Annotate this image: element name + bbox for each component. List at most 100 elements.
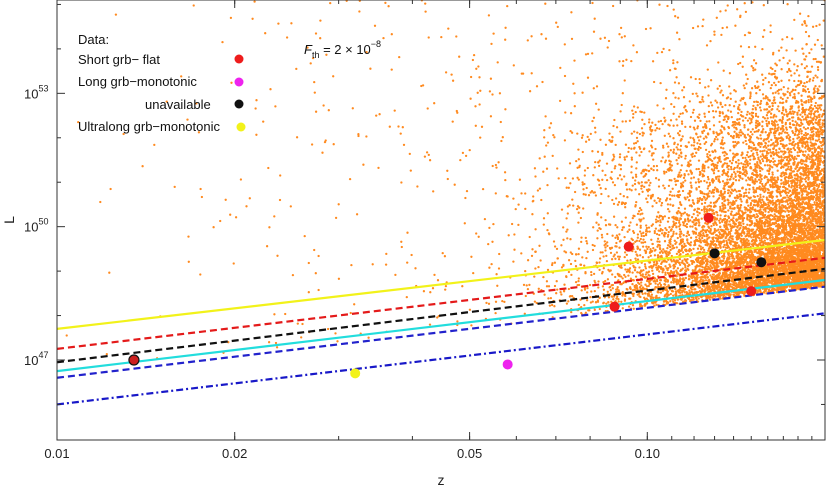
sim-point	[585, 242, 589, 245]
sim-point	[653, 288, 656, 291]
sim-point	[797, 109, 801, 112]
sim-point	[702, 195, 706, 198]
sim-point	[737, 209, 740, 213]
sim-point	[765, 114, 769, 117]
sim-point	[677, 209, 680, 213]
sim-point	[769, 155, 773, 158]
sim-point	[650, 266, 654, 269]
sim-point	[661, 251, 664, 254]
sim-point	[708, 120, 711, 123]
sim-point	[669, 203, 672, 206]
sim-point	[672, 137, 675, 140]
sim-point	[734, 172, 737, 176]
sim-point	[747, 45, 751, 49]
sim-point	[656, 220, 660, 223]
sim-point	[678, 219, 681, 222]
sim-point	[634, 173, 638, 176]
sim-point	[729, 201, 732, 204]
sim-point	[793, 148, 797, 152]
sim-point	[669, 248, 672, 252]
sim-point	[708, 150, 711, 154]
sim-point	[684, 224, 687, 228]
sim-point	[776, 123, 779, 126]
sim-point	[725, 162, 729, 165]
sim-point	[725, 227, 728, 230]
sim-point	[778, 202, 781, 206]
sim-point	[765, 160, 768, 163]
sim-point	[721, 180, 725, 183]
sim-point	[575, 159, 578, 163]
sim-point	[631, 271, 634, 274]
sim-point	[697, 224, 701, 227]
sim-point	[728, 160, 732, 163]
sim-point	[761, 83, 765, 86]
sim-point	[789, 94, 792, 97]
sim-point	[699, 101, 702, 104]
sim-point	[759, 196, 762, 199]
sim-point	[744, 160, 747, 163]
sim-point	[759, 193, 762, 196]
sim-point	[739, 99, 742, 102]
sim-point	[791, 110, 794, 113]
sim-point	[684, 244, 687, 248]
sim-point	[672, 267, 675, 270]
sim-point	[748, 183, 751, 187]
sim-point	[652, 261, 656, 264]
sim-point	[680, 164, 683, 167]
sim-point	[765, 175, 768, 179]
sim-point	[729, 232, 732, 236]
sim-point	[610, 284, 613, 287]
sim-point	[723, 224, 726, 227]
sim-point	[669, 258, 673, 261]
sim-point	[694, 288, 697, 291]
sim-point	[670, 179, 673, 182]
sim-point	[779, 194, 782, 197]
sim-point	[571, 252, 574, 256]
sim-point	[815, 134, 818, 138]
sim-point	[713, 149, 717, 152]
sim-point	[708, 183, 712, 187]
sim-point	[635, 161, 638, 164]
sim-point	[697, 185, 701, 189]
sim-point	[759, 145, 762, 149]
sim-point	[672, 150, 675, 154]
sim-point	[754, 68, 757, 71]
sim-point	[631, 282, 634, 286]
sim-point	[636, 236, 639, 239]
sim-point	[752, 188, 755, 191]
sim-point	[653, 231, 656, 235]
sim-point	[607, 296, 611, 299]
sim-point	[648, 251, 652, 255]
sim-point	[667, 184, 671, 188]
sim-point	[639, 269, 643, 272]
sim-point	[585, 239, 588, 243]
sim-point	[750, 87, 754, 90]
sim-point	[702, 137, 706, 140]
sim-point	[710, 104, 714, 107]
sim-point	[778, 109, 781, 113]
sim-point	[740, 200, 743, 203]
sim-point	[766, 117, 769, 120]
sim-point	[757, 137, 760, 140]
sim-point	[727, 168, 730, 171]
sim-point	[714, 186, 717, 189]
sim-point	[730, 268, 733, 272]
sim-point	[713, 212, 716, 216]
sim-point	[771, 92, 775, 95]
sim-point	[746, 133, 750, 136]
sim-point	[746, 223, 749, 226]
sim-point	[590, 290, 593, 293]
sim-point	[816, 68, 820, 72]
sim-point	[667, 132, 670, 135]
sim-point	[701, 95, 704, 99]
sim-point	[711, 232, 715, 235]
sim-point	[691, 230, 694, 233]
sim-point	[547, 285, 551, 288]
sim-point	[714, 110, 718, 113]
sim-point	[689, 236, 693, 239]
sim-point	[658, 270, 661, 273]
sim-point	[704, 243, 707, 247]
sim-point	[745, 179, 748, 182]
sim-point	[687, 173, 690, 176]
sim-point	[648, 169, 651, 173]
